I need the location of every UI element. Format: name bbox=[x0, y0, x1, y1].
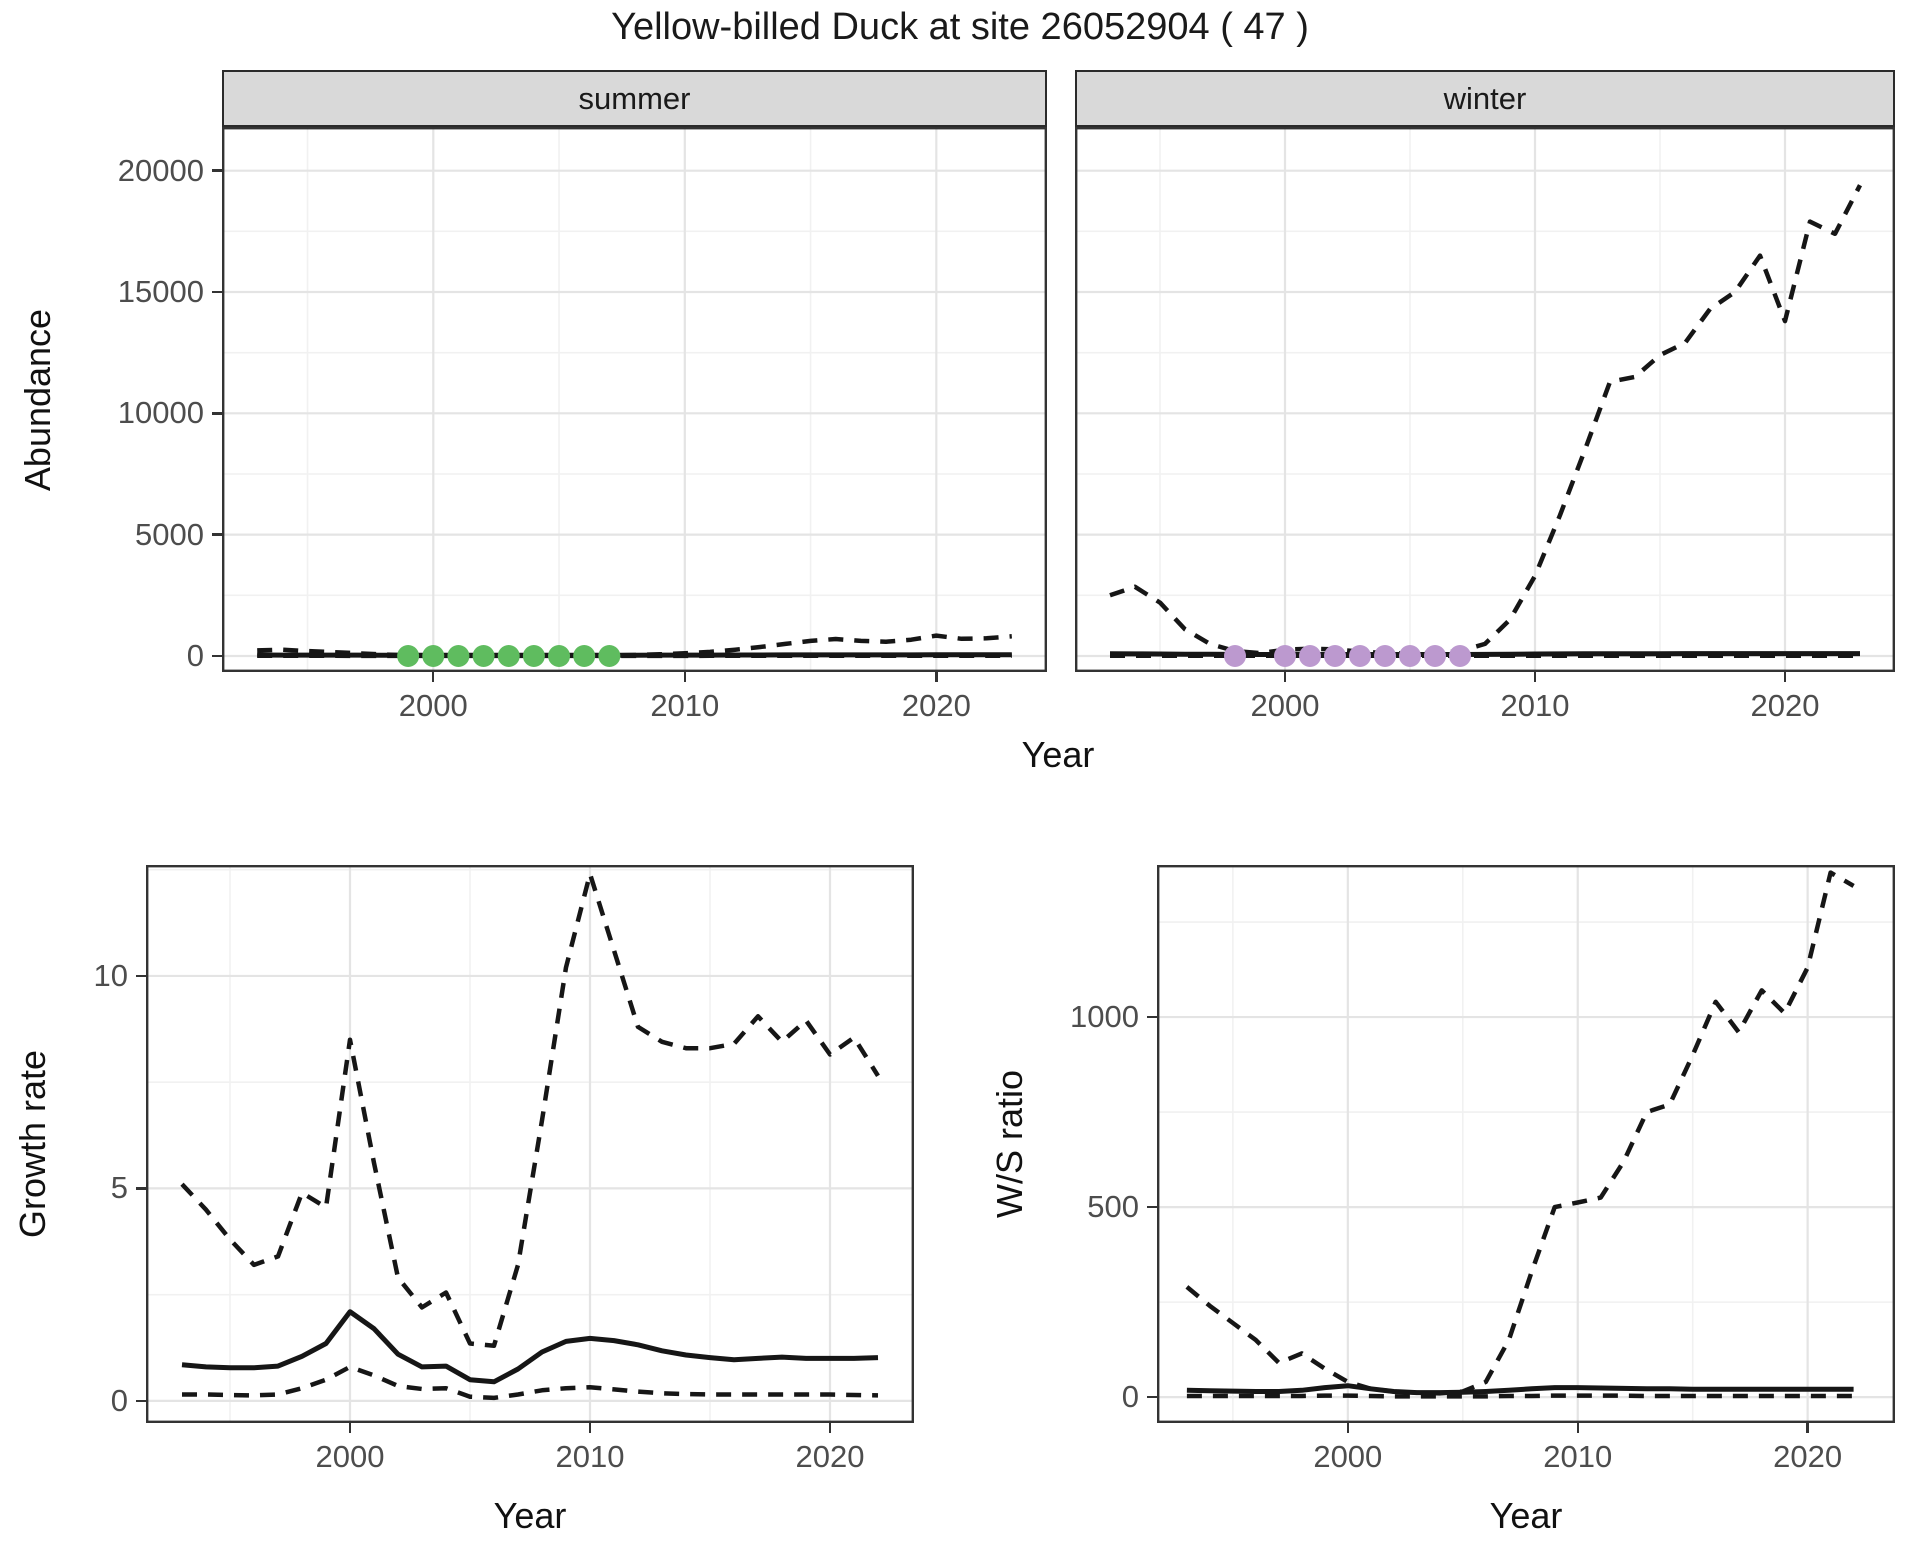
growth-median-line bbox=[181, 1309, 879, 1385]
x-tick-mark bbox=[1783, 672, 1787, 682]
x-tick-label: 2020 bbox=[1773, 1439, 1843, 1474]
y-axis-title-abundance: Abundance bbox=[17, 308, 58, 492]
facet-strip-winter: winter bbox=[1075, 70, 1895, 127]
winter-observation-dot bbox=[1349, 644, 1371, 667]
ws-lower-ci-line bbox=[1186, 1393, 1854, 1399]
summer-observation-dot bbox=[472, 644, 495, 667]
y-tick-mark bbox=[212, 533, 222, 536]
x-axis-title-top: Year bbox=[1021, 734, 1095, 775]
winter-observation-dot bbox=[1324, 644, 1346, 667]
growth-rate-plot bbox=[146, 865, 914, 1423]
x-tick-label: 2010 bbox=[555, 1439, 625, 1474]
y-tick-label: 15000 bbox=[117, 274, 204, 309]
x-tick-mark bbox=[1576, 1423, 1579, 1433]
winter-observation-dot bbox=[1399, 644, 1421, 667]
y-tick-mark bbox=[212, 169, 222, 172]
winter-observation-dot bbox=[1424, 644, 1446, 667]
x-tick-label: 2020 bbox=[1750, 688, 1820, 723]
y-tick-mark bbox=[1147, 1395, 1157, 1399]
winter-observation-dot bbox=[1374, 644, 1396, 667]
x-tick-mark bbox=[432, 672, 435, 682]
y-axis-title-ws-ratio: W/S ratio bbox=[989, 1069, 1030, 1219]
summer-observation-dot bbox=[522, 644, 545, 667]
facet-strip-winter-label: winter bbox=[1443, 80, 1527, 116]
x-axis-title-ws: Year bbox=[1489, 1495, 1563, 1536]
x-tick-mark bbox=[1346, 1423, 1349, 1433]
y-tick-mark bbox=[136, 974, 146, 978]
y-tick-label: 0 bbox=[1121, 1379, 1139, 1415]
winter-observation-dot bbox=[1449, 644, 1471, 667]
y-tick-label: 5 bbox=[110, 1170, 128, 1206]
y-tick-mark bbox=[212, 290, 222, 294]
x-tick-label: 2020 bbox=[795, 1439, 865, 1474]
facet-strip-summer: summer bbox=[222, 70, 1047, 127]
ws-median-line bbox=[1186, 1383, 1854, 1396]
winter-observation-dot bbox=[1274, 644, 1296, 667]
growth-lower-ci-line bbox=[182, 1364, 879, 1401]
x-axis-title-growth: Year bbox=[493, 1495, 567, 1536]
y-tick-label: 0 bbox=[186, 637, 204, 673]
x-tick-mark bbox=[588, 1423, 592, 1433]
x-tick-label: 2010 bbox=[650, 688, 720, 723]
x-tick-mark bbox=[1806, 1423, 1809, 1433]
y-tick-mark bbox=[136, 1187, 146, 1190]
y-tick-label: 500 bbox=[1087, 1189, 1139, 1225]
y-tick-label: 0 bbox=[110, 1382, 128, 1418]
winter-observation-dot bbox=[1224, 644, 1246, 667]
summer-abundance-plot bbox=[222, 127, 1047, 672]
facet-strip-summer-label: summer bbox=[578, 80, 691, 116]
x-tick-label: 2010 bbox=[1500, 688, 1570, 723]
growth-upper-ci-line bbox=[180, 871, 880, 1348]
y-tick-label: 5000 bbox=[135, 516, 204, 552]
y-tick-label: 1000 bbox=[1070, 999, 1139, 1035]
x-tick-mark bbox=[828, 1423, 832, 1433]
x-tick-mark bbox=[348, 1423, 352, 1433]
x-tick-label: 2010 bbox=[1543, 1439, 1613, 1474]
x-tick-mark bbox=[683, 672, 686, 682]
y-tick-mark bbox=[212, 412, 222, 415]
x-tick-label: 2000 bbox=[315, 1439, 385, 1474]
winter-observation-dot bbox=[1299, 644, 1321, 667]
summer-observation-dot bbox=[447, 644, 470, 667]
summer-observation-dot bbox=[573, 644, 596, 667]
plot-title: Yellow-billed Duck at site 26052904 ( 47… bbox=[611, 6, 1309, 48]
x-tick-label: 2000 bbox=[398, 688, 468, 723]
winter-upper-ci-line bbox=[1109, 184, 1863, 656]
ws-ratio-plot bbox=[1157, 865, 1895, 1423]
summer-observation-dot bbox=[422, 644, 445, 667]
ws-upper-ci-line bbox=[1185, 870, 1855, 1396]
summer-observation-dot bbox=[497, 644, 520, 667]
x-tick-label: 2000 bbox=[1313, 1439, 1383, 1474]
summer-observation-dot bbox=[397, 644, 420, 667]
y-tick-mark bbox=[136, 1399, 146, 1403]
winter-abundance-plot bbox=[1075, 127, 1895, 672]
summer-observation-dot bbox=[598, 644, 621, 667]
y-tick-mark bbox=[1147, 1205, 1157, 1209]
x-tick-label: 2000 bbox=[1250, 688, 1320, 723]
y-tick-label: 10 bbox=[93, 957, 128, 993]
summer-observation-dot bbox=[548, 644, 571, 667]
x-tick-mark bbox=[935, 672, 938, 682]
y-axis-title-growth-rate: Growth rate bbox=[12, 1049, 53, 1239]
y-tick-label: 10000 bbox=[117, 395, 204, 431]
x-tick-mark bbox=[1283, 672, 1287, 682]
y-tick-mark bbox=[1147, 1015, 1157, 1019]
y-tick-mark bbox=[212, 654, 222, 658]
x-tick-mark bbox=[1533, 672, 1537, 682]
x-tick-label: 2020 bbox=[901, 688, 971, 723]
y-tick-label: 20000 bbox=[117, 152, 204, 188]
